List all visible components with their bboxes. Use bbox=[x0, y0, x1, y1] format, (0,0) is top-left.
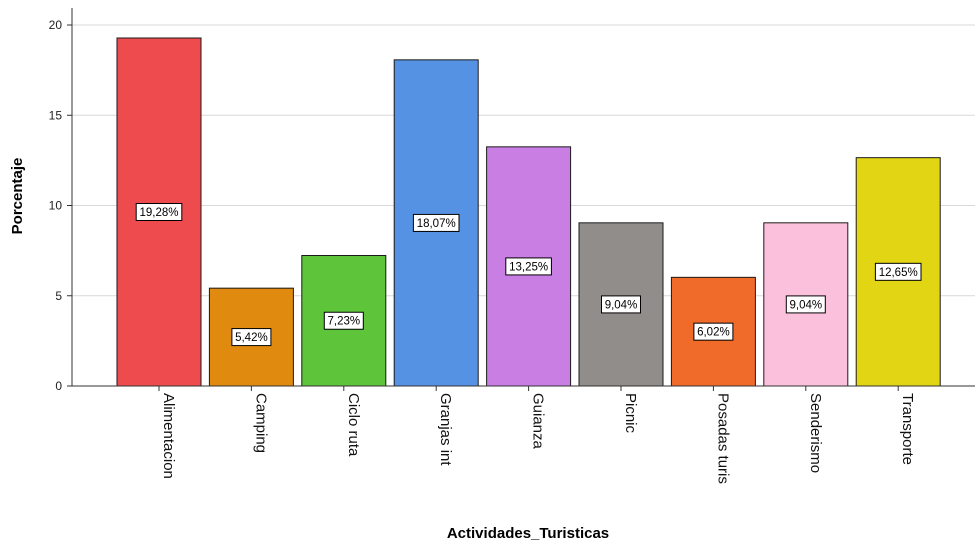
data-label: 9,04% bbox=[785, 295, 826, 314]
data-label-text: 9,04% bbox=[605, 299, 638, 311]
data-label-box bbox=[693, 322, 734, 341]
x-axis-title: Actividades_Turisticas bbox=[447, 525, 609, 542]
data-label-box bbox=[231, 328, 272, 347]
data-label: 18,07% bbox=[412, 213, 460, 232]
data-label-text: 12,65% bbox=[879, 267, 918, 279]
bar-alimentacion bbox=[116, 37, 202, 387]
y-tick-label: 0 bbox=[55, 379, 62, 393]
data-label-box bbox=[785, 295, 826, 314]
data-label-text: 6,02% bbox=[697, 327, 730, 339]
data-label: 9,04% bbox=[601, 295, 641, 314]
x-tick-label: Senderismo bbox=[807, 393, 824, 473]
x-tick-label: Alimentacion bbox=[160, 393, 177, 479]
data-label: 19,28% bbox=[135, 202, 183, 221]
data-label-text: 9,04% bbox=[789, 299, 822, 311]
data-label-text: 18,07% bbox=[417, 218, 456, 230]
data-label-box bbox=[323, 311, 364, 330]
data-label-box bbox=[135, 202, 183, 221]
data-label-text: 13,25% bbox=[509, 261, 548, 273]
data-labels: 19,28% 5,42% 7,23% 18,07% 13,25% 9,04% 6,02% 9,… bbox=[135, 202, 922, 347]
x-tick-label: Guianza bbox=[530, 393, 547, 450]
x-tick-label: Granjas int bbox=[437, 393, 454, 466]
data-label-box bbox=[412, 213, 460, 232]
data-label: 7,23% bbox=[323, 311, 364, 330]
data-label-box bbox=[505, 257, 552, 276]
y-axis-title: Porcentaje bbox=[9, 158, 26, 235]
data-label: 13,25% bbox=[505, 257, 552, 276]
data-label-box bbox=[874, 262, 922, 281]
data-label-text: 19,28% bbox=[139, 207, 178, 219]
data-label: 5,42% bbox=[231, 328, 272, 347]
y-tick-label: 10 bbox=[49, 199, 63, 213]
x-tick-label: Picnic bbox=[622, 393, 639, 434]
y-tick-label: 5 bbox=[55, 289, 62, 303]
data-label-box bbox=[601, 295, 641, 314]
y-tick-label: 15 bbox=[49, 108, 63, 122]
y-axis-ticks: 0 5 10 15 20 bbox=[49, 18, 72, 393]
x-tick-label: Posadas turis bbox=[714, 393, 731, 484]
x-axis-labels: Alimentacion Camping Ciclo ruta Granjas int… bbox=[158, 386, 916, 484]
data-label-text: 5,42% bbox=[235, 332, 268, 344]
x-tick-label: Camping bbox=[252, 393, 269, 453]
y-tick-label: 20 bbox=[49, 18, 63, 32]
x-tick-label: Transporte bbox=[899, 393, 916, 465]
data-label: 12,65% bbox=[874, 262, 922, 281]
data-label-text: 7,23% bbox=[327, 316, 360, 328]
x-tick-label: Ciclo ruta bbox=[345, 393, 362, 457]
data-label: 6,02% bbox=[693, 322, 734, 341]
